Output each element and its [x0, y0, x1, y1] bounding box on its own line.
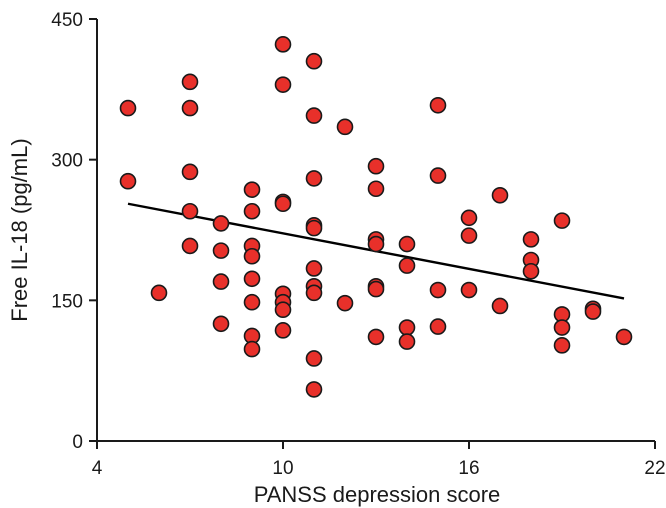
x-axis-title: PANSS depression score	[254, 482, 501, 507]
data-point	[181, 73, 199, 91]
data-point	[119, 99, 137, 117]
x-tick-label: 16	[458, 458, 479, 479]
axes	[96, 19, 655, 442]
data-point	[212, 215, 230, 232]
y-tick-label: 300	[51, 151, 83, 172]
data-point	[522, 231, 540, 248]
data-point	[305, 107, 323, 124]
data-point	[367, 180, 385, 198]
data-point	[398, 257, 416, 274]
data-points-layer	[119, 36, 633, 398]
y-tick-label: 150	[51, 291, 83, 312]
data-point	[522, 262, 540, 280]
data-point	[460, 227, 478, 244]
data-point	[243, 202, 261, 220]
data-point	[398, 235, 416, 253]
data-point	[336, 294, 354, 312]
data-point	[429, 167, 447, 184]
data-point	[274, 301, 292, 319]
data-point	[181, 163, 199, 181]
data-point	[305, 170, 323, 187]
data-point	[460, 209, 478, 227]
data-point	[305, 52, 323, 70]
y-axis-title: Free IL-18 (pg/mL)	[7, 138, 32, 321]
data-point	[305, 260, 323, 277]
data-point	[398, 319, 416, 336]
data-point	[553, 319, 571, 336]
data-point	[460, 281, 478, 299]
data-point	[212, 315, 230, 333]
data-point	[429, 96, 447, 114]
data-point	[181, 202, 199, 220]
data-point	[181, 99, 199, 117]
data-point	[584, 303, 602, 320]
data-point	[181, 237, 199, 255]
data-point	[212, 242, 230, 259]
data-point	[398, 333, 416, 350]
data-point	[243, 270, 261, 288]
data-point	[150, 284, 168, 302]
data-point	[367, 235, 385, 253]
data-point	[274, 76, 292, 93]
x-tick-label: 22	[644, 458, 665, 479]
data-point	[305, 284, 323, 302]
data-point	[243, 340, 261, 358]
data-point	[243, 247, 261, 265]
data-point	[367, 280, 385, 298]
data-point	[305, 219, 323, 237]
data-point	[305, 381, 323, 398]
data-point	[367, 157, 385, 175]
tick-layer: 0 150 300 450 4 10 16 22	[51, 10, 665, 479]
x-tick-label: 10	[272, 458, 293, 479]
data-point	[553, 212, 571, 229]
y-tick-label: 450	[51, 10, 83, 31]
data-point	[119, 172, 137, 190]
data-point	[429, 281, 447, 299]
data-point	[274, 195, 292, 213]
data-point	[429, 318, 447, 335]
data-point	[491, 187, 509, 204]
y-tick-label: 0	[72, 432, 83, 453]
data-point	[491, 297, 509, 315]
data-point	[212, 273, 230, 290]
data-point	[243, 181, 261, 198]
data-point	[615, 328, 633, 346]
x-tick-label: 4	[92, 458, 103, 479]
data-point	[367, 328, 385, 346]
data-point	[274, 322, 292, 339]
data-point	[553, 337, 571, 354]
data-point	[336, 118, 354, 136]
data-point	[274, 36, 292, 53]
data-point	[305, 350, 323, 367]
data-point	[243, 293, 261, 311]
